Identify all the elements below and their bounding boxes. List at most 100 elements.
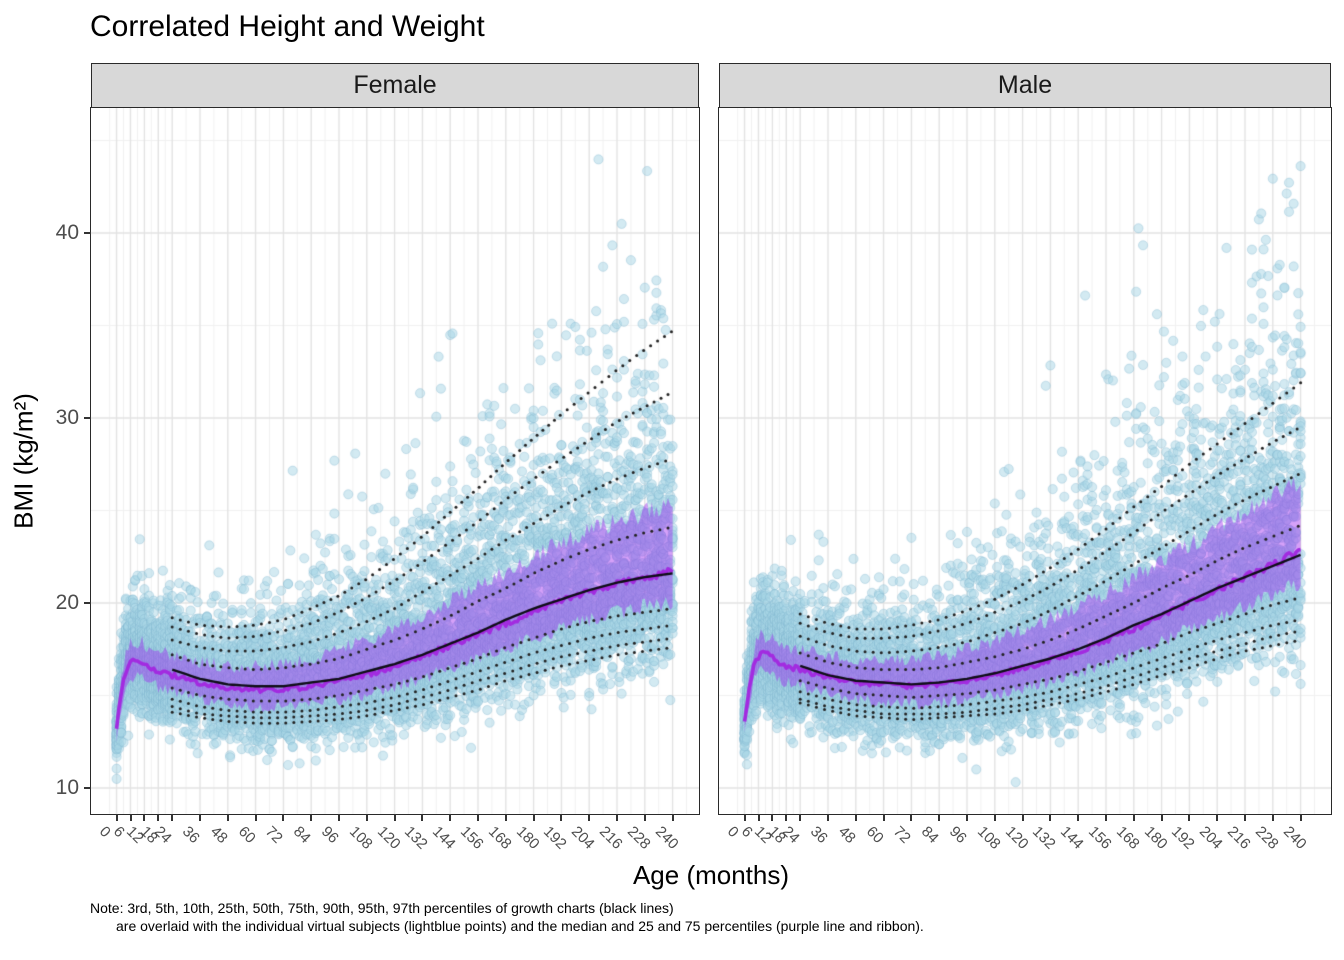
y-tick-mark [84, 602, 91, 604]
x-tick-mark [1132, 814, 1135, 821]
y-tick-label: 20 [55, 591, 79, 614]
x-tick-label: 60 [862, 823, 887, 847]
x-tick-mark [938, 814, 941, 821]
x-tick-label: 36 [806, 823, 831, 847]
x-tick-label: 168 [1112, 823, 1143, 853]
y-tick-mark [84, 417, 91, 419]
x-tick-mark [393, 814, 396, 821]
x-tick-mark [1216, 814, 1219, 821]
x-tick-mark [671, 814, 674, 821]
plot-title: Correlated Height and Weight [90, 10, 485, 43]
x-tick-mark [199, 814, 201, 821]
x-tick-label: 96 [317, 823, 342, 847]
x-tick-label: 60 [234, 823, 259, 847]
x-tick-mark [1271, 814, 1274, 821]
y-tick-label: 30 [55, 406, 79, 429]
x-tick-label: 108 [345, 823, 376, 853]
x-tick-mark [310, 814, 313, 821]
x-tick-mark [1299, 814, 1302, 821]
x-tick-mark [743, 814, 746, 821]
y-tick-mark [84, 232, 91, 234]
x-tick-mark [588, 814, 591, 821]
x-tick-label: 228 [1251, 823, 1282, 853]
x-tick-mark [854, 814, 857, 821]
x-tick-mark [129, 814, 132, 821]
x-tick-label: 0 [95, 823, 114, 841]
x-tick-mark [1160, 814, 1163, 821]
x-tick-mark [477, 814, 479, 821]
panel-male [717, 106, 1332, 815]
x-tick-mark [532, 814, 535, 821]
x-tick-label: 228 [623, 823, 654, 853]
x-axis-title: Age (months) [632, 860, 790, 890]
x-tick-mark [282, 814, 285, 821]
x-tick-mark [504, 814, 507, 821]
x-tick-label: 48 [834, 823, 859, 847]
x-tick-mark [1021, 814, 1024, 821]
x-tick-label: 84 [290, 823, 314, 847]
x-tick-mark [157, 814, 160, 821]
x-tick-mark [115, 814, 118, 821]
x-tick-mark [785, 814, 788, 821]
x-tick-mark [771, 814, 774, 821]
x-tick-label: 24 [151, 823, 175, 847]
x-tick-mark [365, 814, 368, 821]
note-line-1: Note: 3rd, 5th, 10th, 25th, 50th, 75th, … [90, 900, 674, 916]
x-tick-mark [1105, 814, 1107, 821]
x-tick-label: 180 [1140, 823, 1171, 853]
x-tick-mark [338, 814, 340, 821]
x-tick-mark [171, 814, 174, 821]
x-tick-label: 180 [512, 823, 543, 853]
x-tick-label: 84 [918, 823, 942, 847]
x-tick-label: 144 [429, 823, 459, 853]
x-tick-mark [1244, 814, 1246, 821]
x-tick-mark [421, 814, 424, 821]
x-tick-label: 72 [262, 823, 287, 847]
x-tick-mark [560, 814, 563, 821]
x-tick-mark [1188, 814, 1191, 821]
x-tick-mark [616, 814, 618, 821]
x-tick-mark [799, 814, 802, 821]
x-tick-label: 216 [595, 823, 626, 853]
y-tick-label: 10 [55, 776, 79, 799]
x-tick-label: 240 [651, 823, 682, 853]
x-tick-mark [254, 814, 257, 821]
panel-canvas-male [718, 107, 1331, 814]
x-tick-label: 204 [568, 823, 598, 853]
x-tick-label: 108 [973, 823, 1004, 853]
y-tick-mark [84, 787, 91, 789]
x-tick-mark [993, 814, 996, 821]
x-tick-label: 192 [540, 823, 571, 853]
x-tick-mark [143, 814, 146, 821]
note-line-2: are overlaid with the individual virtual… [116, 918, 924, 934]
x-tick-label: 24 [779, 823, 803, 847]
x-tick-mark [910, 814, 913, 821]
x-tick-label: 156 [456, 823, 487, 853]
x-tick-label: 0 [723, 823, 742, 841]
x-tick-mark [827, 814, 829, 821]
x-tick-label: 96 [945, 823, 970, 847]
x-tick-label: 192 [1168, 823, 1199, 853]
facet-strip-female: Female [91, 63, 699, 108]
x-tick-label: 132 [401, 823, 432, 853]
x-tick-label: 216 [1223, 823, 1254, 853]
x-tick-label: 36 [178, 823, 203, 847]
x-tick-label: 204 [1196, 823, 1226, 853]
x-tick-mark [449, 814, 452, 821]
x-tick-label: 72 [890, 823, 915, 847]
x-tick-mark [882, 814, 885, 821]
x-tick-mark [1049, 814, 1052, 821]
x-tick-label: 120 [373, 823, 404, 853]
x-tick-label: 120 [1001, 823, 1032, 853]
note-caption: Note: 3rd, 5th, 10th, 25th, 50th, 75th, … [90, 899, 924, 935]
x-tick-label: 48 [206, 823, 231, 847]
x-tick-mark [966, 814, 968, 821]
x-tick-label: 132 [1029, 823, 1060, 853]
x-tick-label: 240 [1279, 823, 1310, 853]
facet-strip-male: Male [719, 63, 1331, 108]
x-tick-label: 156 [1084, 823, 1115, 853]
x-tick-mark [643, 814, 646, 821]
x-tick-mark [1077, 814, 1080, 821]
y-tick-label: 40 [55, 221, 79, 244]
